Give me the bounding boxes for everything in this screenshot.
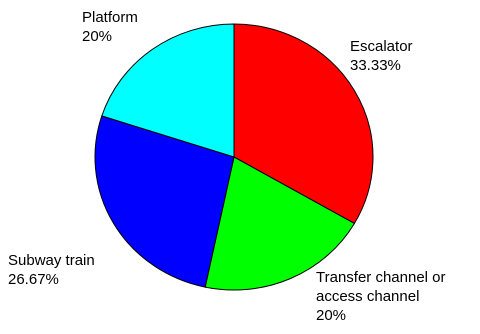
slice-name-label: access channel bbox=[316, 288, 419, 305]
slice-label-escalator: Escalator 33.33% bbox=[350, 38, 413, 74]
slice-name-label: Subway train bbox=[8, 252, 95, 269]
slice-name-label: Escalator bbox=[350, 38, 413, 55]
slice-percent-label: 33.33% bbox=[350, 57, 401, 74]
pie-slice-escalator bbox=[233, 23, 374, 225]
pie-slice-transfer-channel-or-access-channel bbox=[204, 156, 356, 291]
slice-percent-label: 20% bbox=[82, 28, 112, 45]
pie-slice-subway-train bbox=[94, 115, 235, 288]
slice-percent-label: 20% bbox=[316, 307, 346, 324]
slice-percent-label: 26.67% bbox=[8, 271, 59, 288]
slice-name-label: Platform bbox=[82, 9, 138, 26]
slice-label-transfer-channel-or-access-channel: Transfer channel or access channel 20% bbox=[316, 269, 446, 324]
slice-label-platform: Platform 20% bbox=[82, 9, 138, 45]
slice-name-label: Transfer channel or bbox=[316, 269, 446, 286]
pie-slice-platform bbox=[101, 23, 235, 158]
slice-label-subway-train: Subway train 26.67% bbox=[8, 252, 95, 288]
